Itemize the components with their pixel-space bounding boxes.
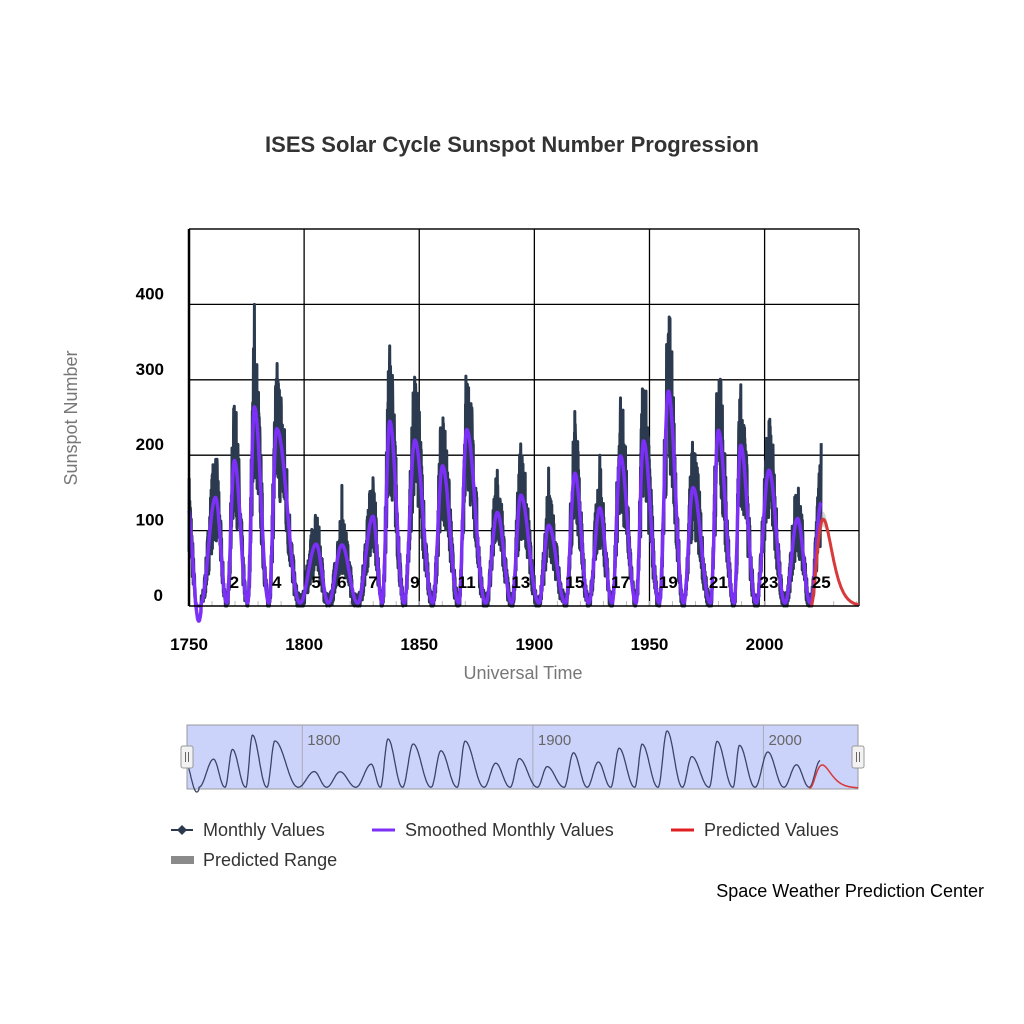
navigator-label: 1900: [538, 732, 571, 749]
navigator-series-line: [186, 730, 821, 793]
navigator-label: 1800: [307, 732, 340, 749]
x-tick-label: 1950: [631, 635, 669, 654]
cycle-number-label: 21: [709, 573, 728, 592]
cycle-number-label: 19: [659, 573, 678, 592]
cycle-number-label: 5: [311, 573, 320, 592]
cycle-number-label: 11: [458, 573, 476, 592]
cycle-number-label: 25: [812, 573, 831, 592]
chart-title: ISES Solar Cycle Sunspot Number Progress…: [265, 132, 759, 157]
cycle-number-label: 6: [337, 573, 346, 592]
predicted-values-line: [809, 517, 860, 608]
y-tick-label: 300: [136, 360, 164, 379]
legend-item-range[interactable]: Predicted Range: [171, 850, 337, 870]
x-tick-label: 1800: [285, 635, 323, 654]
y-tick-label: 0: [154, 586, 163, 605]
legend-item-predicted[interactable]: Predicted Values: [671, 820, 839, 840]
y-tick-label: 200: [136, 435, 164, 454]
x-tick-label: 1900: [515, 635, 553, 654]
handle-body: [851, 745, 865, 769]
navigator-selection: [186, 724, 859, 790]
handle-body: [180, 745, 194, 769]
svg-text:Smoothed Monthly Values: Smoothed Monthly Values: [405, 820, 614, 840]
cycle-number-label: 17: [611, 573, 630, 592]
cycle-number-label: 7: [368, 573, 377, 592]
navigator-right-handle[interactable]: [851, 745, 865, 769]
cycle-number-label: 4: [272, 573, 282, 592]
x-axis-label: Universal Time: [463, 663, 582, 683]
grid: [189, 228, 860, 606]
svg-text:Predicted Values: Predicted Values: [704, 820, 839, 840]
y-axis-label: Sunspot Number: [61, 350, 81, 485]
svg-text:Predicted Range: Predicted Range: [203, 850, 337, 870]
navigator-left-handle[interactable]: [180, 745, 194, 769]
legend: Monthly Values Smoothed Monthly Values P…: [171, 820, 839, 870]
axis-ticks: 0 100 200 300 400 1750 1800 1850 1900 1950 2000 2 4 5…: [136, 229, 859, 654]
svg-text:Monthly Values: Monthly Values: [203, 820, 325, 840]
cycle-number-label: 15: [565, 573, 584, 592]
navigator-label: 2000: [768, 732, 801, 749]
cycle-number-label: 9: [410, 573, 419, 592]
smoothed-values-line: [187, 389, 823, 623]
x-tick-label: 1850: [400, 635, 438, 654]
x-tick-label: 2000: [746, 635, 784, 654]
plot-area: [187, 302, 860, 623]
cycle-number-label: 23: [760, 573, 779, 592]
y-tick-label: 400: [136, 284, 164, 303]
cycle-number-label: 13: [511, 573, 530, 592]
legend-item-smoothed[interactable]: Smoothed Monthly Values: [372, 820, 614, 840]
credits[interactable]: Space Weather Prediction Center: [716, 881, 984, 901]
navigator[interactable]: 1800 1900 2000: [180, 724, 865, 793]
cycle-number-label: 2: [230, 573, 239, 592]
y-tick-label: 100: [136, 511, 164, 530]
diamond-marker-icon: [177, 825, 187, 835]
x-tick-label: 1750: [170, 635, 208, 654]
legend-item-monthly[interactable]: Monthly Values: [171, 820, 325, 840]
navigator-prediction-line: [809, 764, 858, 789]
